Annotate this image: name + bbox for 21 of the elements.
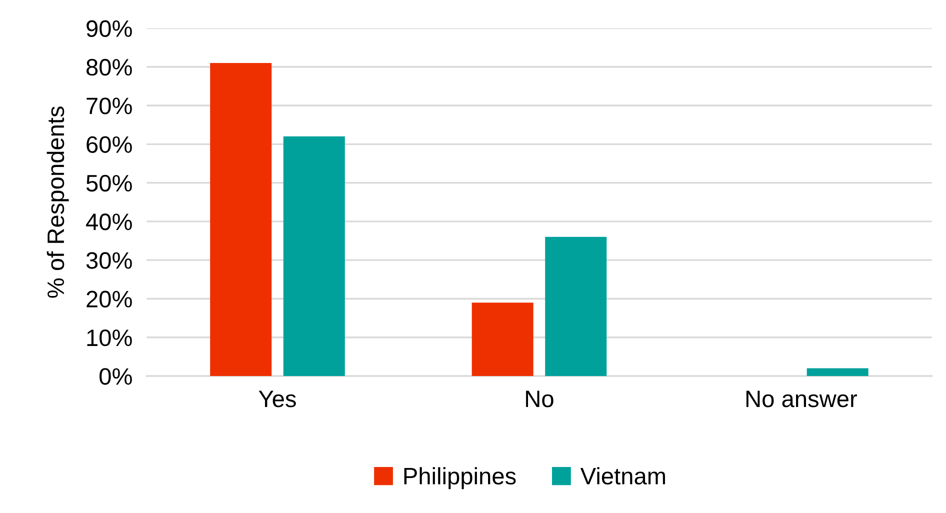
bar [545,236,607,376]
y-tick-label: 90% [86,20,132,38]
bar [210,62,272,376]
y-tick-label: 20% [86,290,132,308]
x-tick-label: No [526,390,554,408]
y-tick-label: 80% [86,58,132,76]
legend-label: Vietnam [580,467,665,485]
y-tick-label: 40% [86,214,132,230]
bar [472,302,534,376]
y-tick-label: 70% [86,98,132,114]
y-tick-label: 50% [86,174,132,192]
bar [283,136,345,376]
x-tick-label: Yes [258,390,296,408]
y-tick-label: 30% [86,252,132,269]
legend-label: Philippines [404,467,516,490]
y-tick-label: 10% [87,329,132,346]
y-tick-label: 60% [86,136,132,153]
x-tick-label: No answer [746,390,857,408]
y-axis-title: % of Respondents [46,106,69,298]
y-tick-label: 0% [100,368,132,385]
bar [806,368,868,376]
